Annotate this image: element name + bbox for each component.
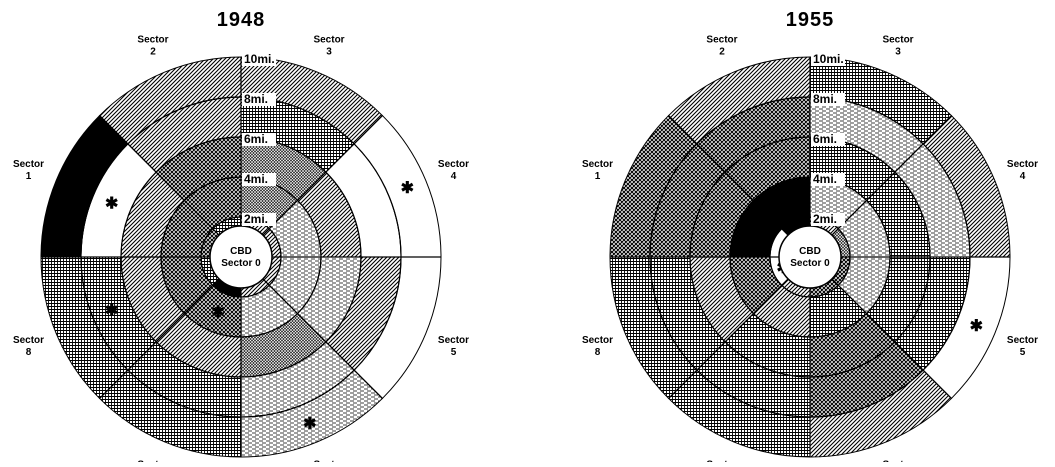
asterisk-marker-icon: ✱ [105, 195, 118, 212]
cbd-sector-label: Sector 0 [221, 258, 261, 269]
cbd-label: CBD [230, 246, 252, 257]
cbd-circle [209, 225, 273, 289]
sector-number: 5 [1020, 347, 1026, 358]
ring-label-background [242, 173, 276, 186]
cbd-label: CBD [799, 246, 821, 257]
asterisk-marker-icon: ✱ [105, 303, 118, 320]
ring-distance-label: 4mi. [244, 172, 268, 186]
sector-number: 2 [719, 47, 725, 58]
sector-divider [99, 278, 220, 399]
sector-number: 4 [1020, 171, 1026, 182]
ring-distance-label: 2mi. [244, 212, 268, 226]
sector-label: Sector [582, 335, 613, 346]
sector-label: Sector [1007, 159, 1038, 170]
ring-distance-label: 6mi. [813, 132, 837, 146]
ring-distance-label: 8mi. [813, 92, 837, 106]
sector-label: Sector [438, 335, 469, 346]
ring-label-background [811, 213, 845, 226]
ring-label-background [811, 173, 845, 186]
asterisk-marker-icon: ✱ [211, 304, 224, 321]
sector-divider [668, 115, 789, 236]
ring-label-background [242, 213, 276, 226]
ring-distance-label: 10mi. [813, 52, 844, 66]
asterisk-marker-icon: ✱ [748, 226, 761, 243]
sector-number: 8 [26, 347, 32, 358]
cbd-sector-label: Sector 0 [790, 258, 830, 269]
ring-label-background [811, 133, 845, 146]
sector-label: Sector [582, 159, 613, 170]
ring-label-background [242, 53, 276, 66]
sector-label: Sector [438, 159, 469, 170]
sector-label: Sector [13, 159, 44, 170]
sector-label: Sector [313, 35, 344, 46]
asterisk-marker-icon: ✱ [970, 318, 983, 335]
sector-number: 1 [26, 171, 32, 182]
sector-label: Sector [137, 35, 168, 46]
ring-distance-label: 6mi. [244, 132, 268, 146]
sector-number: 3 [895, 47, 901, 58]
sector-label: Sector [1007, 335, 1038, 346]
sector-label: Sector [13, 335, 44, 346]
sector-divider [262, 278, 383, 399]
sector-number: 4 [451, 171, 457, 182]
sector-divider [99, 115, 220, 236]
sector-divider [668, 278, 789, 399]
sector-number: 8 [595, 347, 601, 358]
ring-distance-label: 4mi. [813, 172, 837, 186]
sector-label: Sector [882, 35, 913, 46]
sector-divider [831, 115, 952, 236]
ring-label-background [811, 93, 845, 106]
sector-number: 5 [451, 347, 457, 358]
ring-distance-label: 2mi. [813, 212, 837, 226]
sector-divider [262, 115, 383, 236]
sector-number: 1 [595, 171, 601, 182]
sector-number: 2 [150, 47, 156, 58]
ring-distance-label: 8mi. [244, 92, 268, 106]
sector-number: 3 [326, 47, 332, 58]
year-title: 1948 [217, 9, 266, 31]
ring-distance-label: 10mi. [244, 52, 275, 66]
asterisk-marker-icon: ✱ [303, 415, 316, 432]
year-title: 1955 [786, 9, 835, 31]
ring-label-background [242, 133, 276, 146]
sector-label: Sector [706, 35, 737, 46]
ring-label-background [811, 53, 845, 66]
sector-divider [831, 278, 952, 399]
cbd-circle [778, 225, 842, 289]
asterisk-marker-icon: ✱ [401, 180, 414, 197]
ring-label-background [242, 93, 276, 106]
